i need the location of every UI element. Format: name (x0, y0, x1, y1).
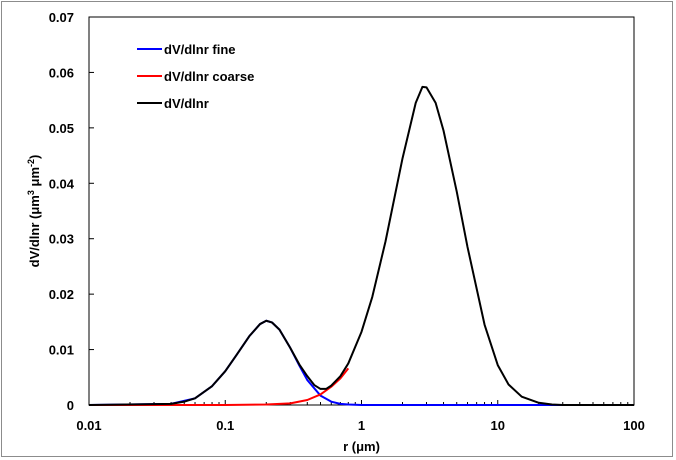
legend: dV/dlnr fine dV/dlnr coarse dV/dlnr (137, 42, 254, 111)
series-line-1 (89, 367, 350, 406)
y-tick-label: 0.04 (49, 176, 75, 191)
y-axis-title-sup1: 3 (26, 190, 36, 195)
labels-layer: 00.010.020.030.040.050.060.070.01 0.1 1 10 1… (49, 10, 645, 433)
x-tick-label: 0.1 (216, 418, 234, 433)
legend-label-0: dV/dlnr fine (164, 42, 236, 57)
y-tick-label: 0.06 (49, 65, 74, 80)
y-tick-label: 0.07 (49, 10, 74, 25)
series-layer (88, 85, 634, 406)
x-tick-label: 0.01 (76, 418, 101, 433)
x-tick-label: 10 (491, 418, 505, 433)
y-tick-label: 0.01 (49, 343, 74, 358)
x-axis-title: r (μm) (343, 439, 380, 454)
y-axis-title-sup2: -2 (26, 159, 36, 167)
legend-label-2: dV/dlnr (164, 96, 209, 111)
x-tick-label: 100 (623, 418, 645, 433)
y-axis-title: dV/dlnr (μm3 μm-2) (26, 155, 42, 268)
y-axis-title-end: ) (27, 155, 42, 159)
y-tick-label: 0.05 (49, 121, 74, 136)
series-line-2 (88, 85, 634, 406)
y-axis-title-mid: μm (27, 167, 42, 190)
y-tick-label: 0.02 (49, 287, 74, 302)
y-tick-label: 0 (67, 398, 74, 413)
x-tick-label: 1 (358, 418, 365, 433)
y-axis-title-main: dV/dlnr (μm (27, 195, 42, 267)
y-tick-label: 0.03 (49, 232, 74, 247)
legend-label-1: dV/dlnr coarse (164, 69, 254, 84)
